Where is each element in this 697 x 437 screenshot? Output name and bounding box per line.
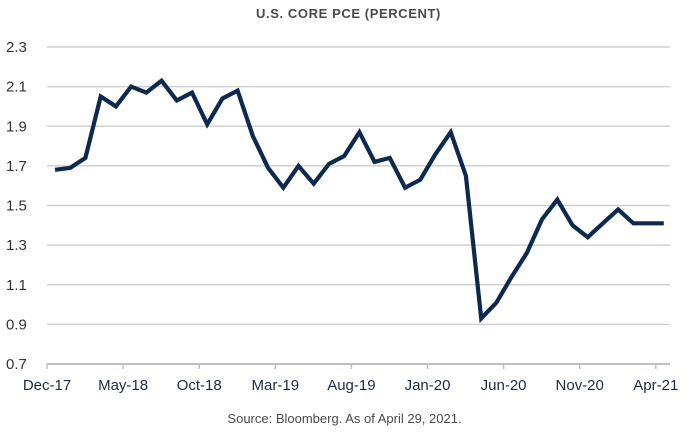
y-tick-label: 1.5: [6, 198, 27, 215]
chart-title: U.S. CORE PCE (PERCENT): [256, 6, 441, 21]
x-tick-label: Jun-20: [481, 377, 527, 394]
y-tick-label: 1.1: [6, 277, 27, 294]
y-tick-label: 0.7: [6, 356, 27, 373]
source-note: Source: Bloomberg. As of April 29, 2021.: [227, 411, 462, 426]
x-tick-label: Apr-21: [633, 377, 678, 394]
y-tick-label: 1.3: [6, 237, 27, 254]
x-axis: Dec-17 May-18 Oct-18 Mar-19 Aug-19 Jan-20 Jun-…: [23, 364, 678, 394]
x-tick-label: May-18: [98, 377, 148, 394]
x-tick-label: Oct-18: [177, 377, 222, 394]
gridlines: [47, 46, 670, 365]
x-tick-label: Mar-19: [252, 377, 300, 394]
y-tick-label: 1.9: [6, 118, 27, 135]
y-axis: 2.3 2.1 1.9 1.7 1.5 1.3 1.1 0.9 0.7: [6, 39, 27, 373]
y-tick-label: 2.3: [6, 39, 27, 56]
x-tick-label: Aug-19: [327, 377, 375, 394]
y-tick-label: 1.7: [6, 158, 27, 175]
y-tick-label: 0.9: [6, 316, 27, 333]
x-tick-label: Dec-17: [23, 377, 71, 394]
x-tick-label: Nov-20: [556, 377, 604, 394]
series-line: [54, 77, 664, 324]
series-group: [54, 77, 664, 324]
y-tick-label: 2.1: [6, 79, 27, 96]
x-tick-label: Jan-20: [405, 377, 451, 394]
